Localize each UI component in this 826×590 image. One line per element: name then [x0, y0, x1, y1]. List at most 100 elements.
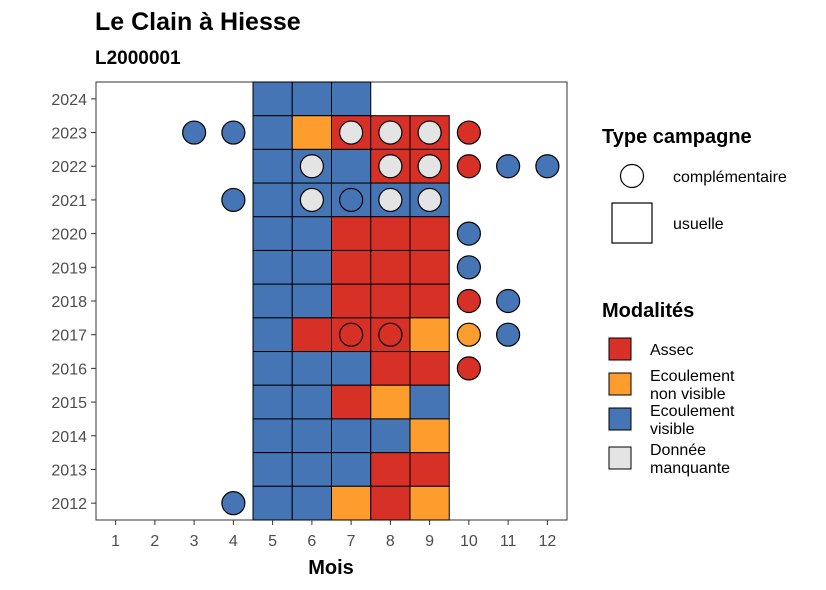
cell-2023-5: [252, 115, 293, 150]
cell-2014-9: [409, 418, 450, 454]
cell-2016-7: [331, 351, 372, 386]
legend-type-campagne-title: Type campagne: [602, 126, 752, 148]
point-2023-8: [378, 120, 403, 145]
x-tick-label: 5: [268, 533, 277, 550]
cell-2017-5: [252, 317, 293, 353]
cell-2020-7: [331, 216, 372, 251]
cell-2014-8: [370, 418, 411, 454]
legend-key-donnee_manquante: [608, 446, 632, 470]
cell-2024-6: [291, 81, 332, 117]
cell-2016-6: [291, 351, 332, 386]
point-2021-4: [221, 187, 246, 213]
usuelle-cells: [252, 81, 450, 521]
x-tick-label: 9: [425, 533, 434, 550]
cell-2022-7: [331, 148, 372, 184]
y-axis: 2012 2013 2014 2015 2016 2017 2018 2019 2020 2021…: [51, 92, 96, 513]
cell-2014-7: [331, 418, 372, 454]
cell-2018-6: [291, 283, 332, 319]
x-tick-label: 2: [150, 533, 159, 550]
y-tick-label: 2015: [51, 395, 87, 412]
y-tick-label: 2016: [51, 361, 87, 378]
cell-2015-9: [409, 384, 450, 420]
y-tick-label: 2019: [51, 260, 87, 277]
cell-2014-6: [291, 418, 332, 454]
cell-2012-7: [331, 485, 372, 521]
cell-2020-6: [291, 216, 332, 251]
legend-label-usuelle: usuelle: [673, 216, 724, 233]
x-axis-label: Mois: [308, 557, 354, 579]
point-2023-7: [339, 120, 364, 145]
point-2021-8: [378, 187, 403, 213]
cell-2019-8: [370, 249, 411, 285]
y-tick-label: 2017: [51, 328, 87, 345]
point-2017-7: [339, 322, 364, 347]
legend-label-donnee_manquante: Donnée: [650, 442, 706, 459]
x-tick-label: 8: [386, 533, 395, 550]
cell-2014-5: [252, 418, 293, 454]
legend-label-assec: Assec: [650, 342, 694, 359]
point-2016-10: [456, 356, 481, 381]
chart-title: Le Clain à Hiesse: [95, 8, 301, 36]
cell-2017-9: [409, 317, 450, 353]
cell-2013-6: [291, 452, 332, 487]
y-tick-label: 2024: [51, 92, 87, 109]
legend-modalites-title: Modalités: [602, 300, 694, 322]
point-2022-11: [496, 154, 521, 179]
point-2023-9: [417, 120, 442, 145]
x-tick-label: 6: [307, 533, 316, 550]
legend-key-usuelle: [611, 202, 653, 244]
x-axis: 1 2 3 4 5 6 7 8 9 10 11 12: [111, 520, 556, 550]
cell-2019-9: [409, 249, 450, 285]
legend-label-ecoulement_non_visible: non visible: [650, 386, 726, 403]
complementaire-points: [182, 120, 560, 516]
cell-2013-9: [409, 452, 450, 487]
cell-2012-9: [409, 485, 450, 521]
point-2023-4: [221, 120, 246, 145]
y-tick-label: 2023: [51, 126, 87, 143]
cell-2013-5: [252, 452, 293, 487]
x-tick-label: 4: [229, 533, 238, 550]
cell-2022-5: [252, 148, 293, 184]
cell-2018-7: [331, 283, 372, 319]
legend-label-complementaire: complémentaire: [673, 169, 787, 186]
point-2021-7: [339, 187, 364, 213]
cell-2016-9: [409, 351, 450, 386]
point-2021-9: [417, 187, 442, 213]
cell-2015-8: [370, 384, 411, 420]
point-2018-11: [496, 288, 521, 314]
y-tick-label: 2014: [51, 429, 87, 446]
y-tick-label: 2018: [51, 294, 87, 311]
x-tick-label: 10: [460, 533, 478, 550]
legend-key-complementaire: [619, 163, 645, 189]
cell-2018-9: [409, 283, 450, 319]
point-2020-10: [456, 221, 481, 246]
x-tick-label: 1: [111, 533, 120, 550]
cell-2017-6: [291, 317, 332, 353]
y-tick-label: 2022: [51, 159, 87, 176]
cell-2021-5: [252, 182, 293, 218]
x-tick-label: 12: [538, 533, 556, 550]
cell-2020-9: [409, 216, 450, 251]
y-tick-label: 2020: [51, 227, 87, 244]
cell-2012-8: [370, 485, 411, 521]
point-2023-10: [456, 120, 481, 145]
chart-subtitle: L2000001: [95, 48, 181, 69]
cell-2024-7: [331, 81, 372, 117]
point-2012-4: [221, 491, 246, 516]
cell-2020-5: [252, 216, 293, 251]
point-2022-9: [417, 154, 442, 179]
cell-2018-5: [252, 283, 293, 319]
point-2017-8: [378, 322, 403, 347]
cell-2019-5: [252, 249, 293, 285]
y-tick-label: 2013: [51, 462, 87, 479]
cell-2015-6: [291, 384, 332, 420]
cell-2019-6: [291, 249, 332, 285]
point-2022-8: [378, 154, 403, 179]
cell-2012-6: [291, 485, 332, 521]
cell-2018-8: [370, 283, 411, 319]
legend-type-campagne: Type campagne complémentaire usuelle: [602, 126, 787, 244]
y-tick-label: 2021: [51, 193, 87, 210]
cell-2012-5: [252, 485, 293, 521]
